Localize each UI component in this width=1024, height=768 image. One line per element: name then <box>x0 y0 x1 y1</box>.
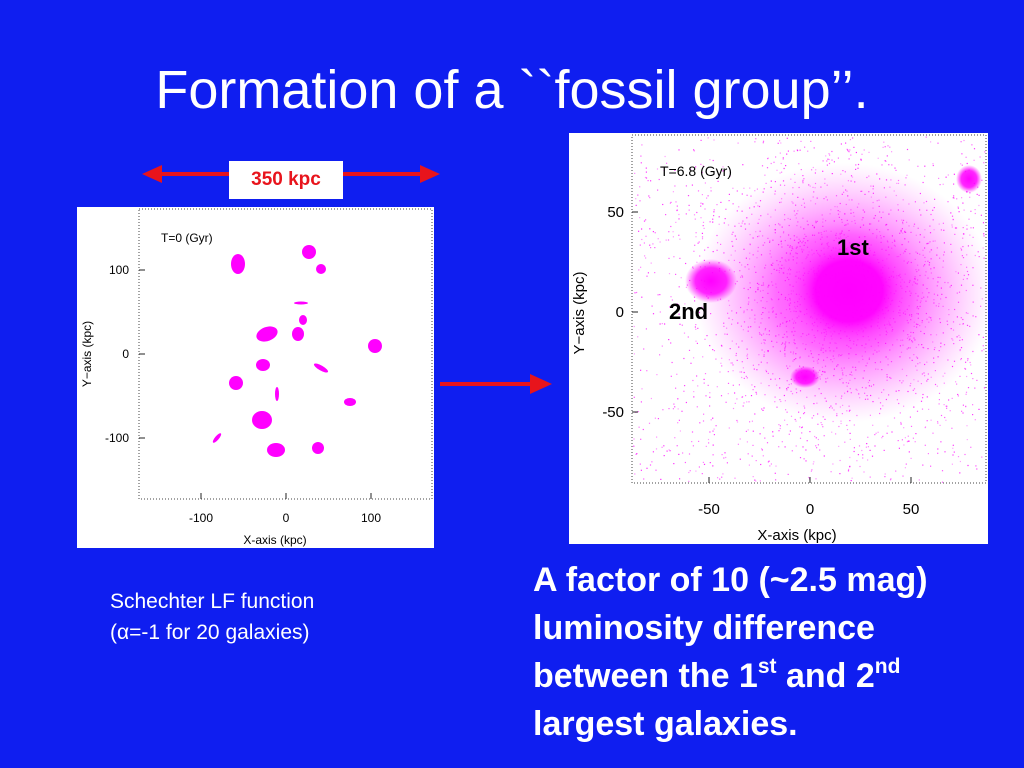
statement-line-2: luminosity difference <box>533 609 875 647</box>
right-xtick: -50 <box>698 501 720 518</box>
luminosity-statement: A factor of 10 (~2.5 mag) luminosity dif… <box>533 556 1013 748</box>
evolution-arrow <box>440 374 552 394</box>
right-xtick: 50 <box>903 501 920 518</box>
statement-line-3: between the 1st and 2nd <box>533 652 1013 700</box>
initial-galaxies-plot: T=0 (Gyr) -100 0 100 100 0 -100 X-axis (… <box>77 207 434 548</box>
right-ytick: 50 <box>607 204 624 221</box>
left-time-label: T=0 (Gyr) <box>161 231 213 245</box>
right-time-label: T=6.8 (Gyr) <box>660 163 732 179</box>
left-ytick: -100 <box>105 431 129 445</box>
first-galaxy-label: 1st <box>837 235 869 260</box>
statement-line-4: largest galaxies. <box>533 705 798 743</box>
initial-galaxies-svg: T=0 (Gyr) -100 0 100 100 0 -100 X-axis (… <box>80 208 433 547</box>
scale-label: 350 kpc <box>229 161 343 199</box>
slide-title: Formation of a ``fossil group’’. <box>155 60 869 120</box>
left-xtick: -100 <box>189 511 213 525</box>
second-galaxy-label: 2nd <box>669 299 708 324</box>
lf-caption: Schechter LF function (α=-1 for 20 galax… <box>110 586 314 648</box>
alpha-symbol: α <box>117 621 130 644</box>
caption-line-2: (α=-1 for 20 galaxies) <box>110 617 314 648</box>
fossil-group-svg: T=6.8 (Gyr) -50 0 50 50 0 -50 X-axis (kp… <box>571 134 988 544</box>
right-ytick: 0 <box>616 304 624 321</box>
right-ylabel: Y−axis (kpc) <box>571 272 588 355</box>
caption-rest: =-1 for 20 galaxies) <box>129 621 310 644</box>
caption-open-paren: ( <box>110 621 117 644</box>
initial-galaxy-clumps <box>212 245 382 457</box>
statement-part: and 2 <box>776 657 875 695</box>
statement-part: between the 1 <box>533 657 758 695</box>
left-ylabel: Y−axis (kpc) <box>80 321 94 387</box>
left-xtick: 0 <box>283 511 290 525</box>
caption-line-1: Schechter LF function <box>110 590 315 613</box>
left-xtick: 100 <box>361 511 381 525</box>
fossil-group-plot: T=6.8 (Gyr) -50 0 50 50 0 -50 X-axis (kp… <box>569 133 988 544</box>
left-xlabel: X-axis (kpc) <box>243 533 306 547</box>
left-ytick: 0 <box>122 347 129 361</box>
statement-line-1: A factor of 10 (~2.5 mag) <box>533 561 928 599</box>
right-ytick: -50 <box>602 404 624 421</box>
superscript-st: st <box>757 655 777 678</box>
superscript-nd: nd <box>874 655 901 678</box>
left-ytick: 100 <box>109 263 129 277</box>
right-xtick: 0 <box>806 501 814 518</box>
right-xlabel: X-axis (kpc) <box>757 527 836 544</box>
